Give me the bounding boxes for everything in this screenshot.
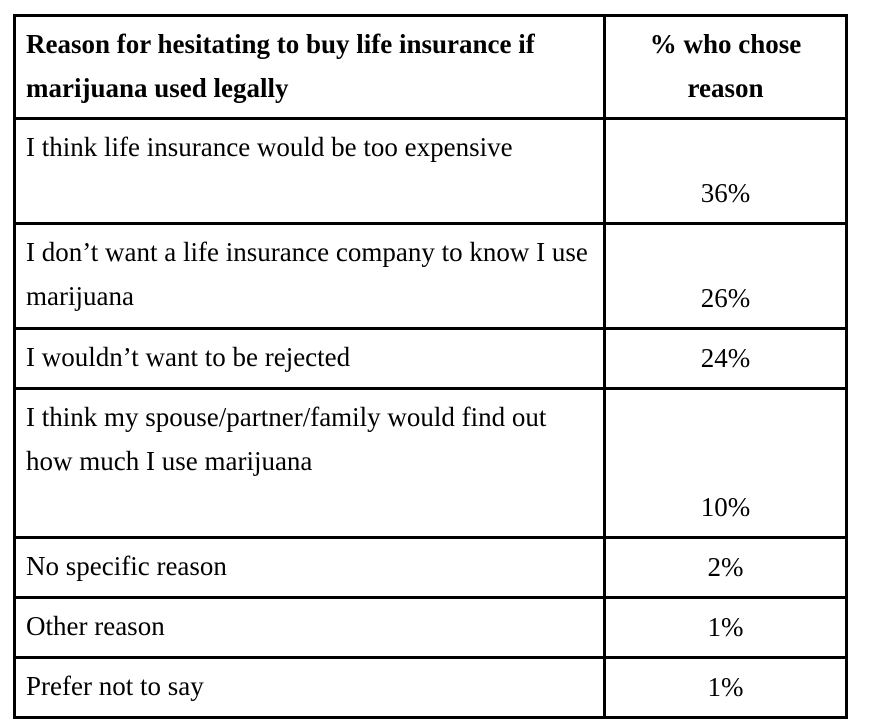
reason-cell: I think my spouse/partner/family would f… [13,387,606,539]
table-header-row: Reason for hesitating to buy life insura… [13,14,848,120]
reason-cell: I think life insurance would be too expe… [13,117,606,225]
table-row: Prefer not to say 1% [13,656,848,719]
value-cell: 36% [603,117,848,225]
value-cell: 10% [603,387,848,539]
table-row: I wouldn’t want to be rejected 24% [13,327,848,390]
value-cell: 1% [603,656,848,719]
value-cell: 26% [603,222,848,330]
reason-cell: No specific reason [13,536,606,599]
reason-cell: I wouldn’t want to be rejected [13,327,606,390]
value-cell: 1% [603,596,848,659]
table-row: No specific reason 2% [13,536,848,599]
value-cell: 24% [603,327,848,390]
reason-column-header: Reason for hesitating to buy life insura… [13,14,606,120]
table-row: I don’t want a life insurance company to… [13,222,848,330]
value-cell: 2% [603,536,848,599]
table-container: Reason for hesitating to buy life insura… [13,14,848,719]
reason-cell: Other reason [13,596,606,659]
reason-cell: Prefer not to say [13,656,606,719]
value-column-header: % who chose reason [603,14,848,120]
hesitation-reasons-table: Reason for hesitating to buy life insura… [13,14,848,719]
table-row: Other reason 1% [13,596,848,659]
reason-cell: I don’t want a life insurance company to… [13,222,606,330]
table-row: I think my spouse/partner/family would f… [13,387,848,539]
table-row: I think life insurance would be too expe… [13,117,848,225]
